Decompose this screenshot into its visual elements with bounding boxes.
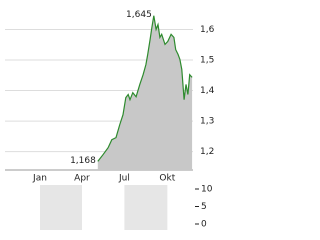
y-tick-label: 0 xyxy=(201,220,207,230)
chart: 1,2 1,3 1,4 1,5 1,6 Jan Apr Jul Okt 1,645 1,168 10 5… xyxy=(5,10,215,230)
annotation: 1,645 xyxy=(126,10,152,20)
x-tick-label: Jan xyxy=(32,174,47,184)
quarter-band xyxy=(124,185,168,230)
line xyxy=(97,15,193,162)
quarter-band xyxy=(39,185,82,230)
y-tick-label: 5 xyxy=(201,202,207,212)
x-tick-label: Okt xyxy=(159,174,175,184)
area xyxy=(97,15,193,171)
y-tick-label: 1,3 xyxy=(200,117,214,127)
x-tick-label: Jul xyxy=(118,174,130,184)
y-tick-label: 1,4 xyxy=(200,86,215,96)
x-tick-label: Apr xyxy=(74,174,90,184)
annotation: 1,168 xyxy=(70,156,96,166)
y-tick-label: 1,6 xyxy=(200,25,215,35)
y-tick-label: 1,2 xyxy=(200,147,214,157)
y-tick-label: 1,5 xyxy=(200,56,214,66)
y-tick-label: 10 xyxy=(201,185,213,195)
